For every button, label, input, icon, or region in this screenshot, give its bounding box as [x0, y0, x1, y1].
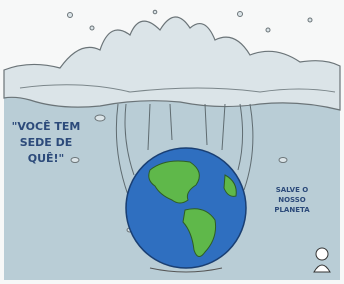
page: "VOCÊ TEM SEDE DE QUÊ!" SALVE O NOSSO PLANET… — [0, 0, 344, 284]
text-line: "VOCÊ TEM — [12, 120, 81, 133]
cartoon: "VOCÊ TEM SEDE DE QUÊ!" SALVE O NOSSO PLANET… — [0, 0, 344, 284]
text-line: SEDE DE — [20, 136, 73, 149]
text-line: NOSSO — [278, 196, 306, 204]
text-line: PLANETA — [274, 206, 310, 214]
text-line: SALVE O — [276, 186, 309, 194]
text-line: QUÊ!" — [28, 152, 65, 165]
right-text: SALVE O NOSSO PLANETA — [274, 186, 310, 214]
